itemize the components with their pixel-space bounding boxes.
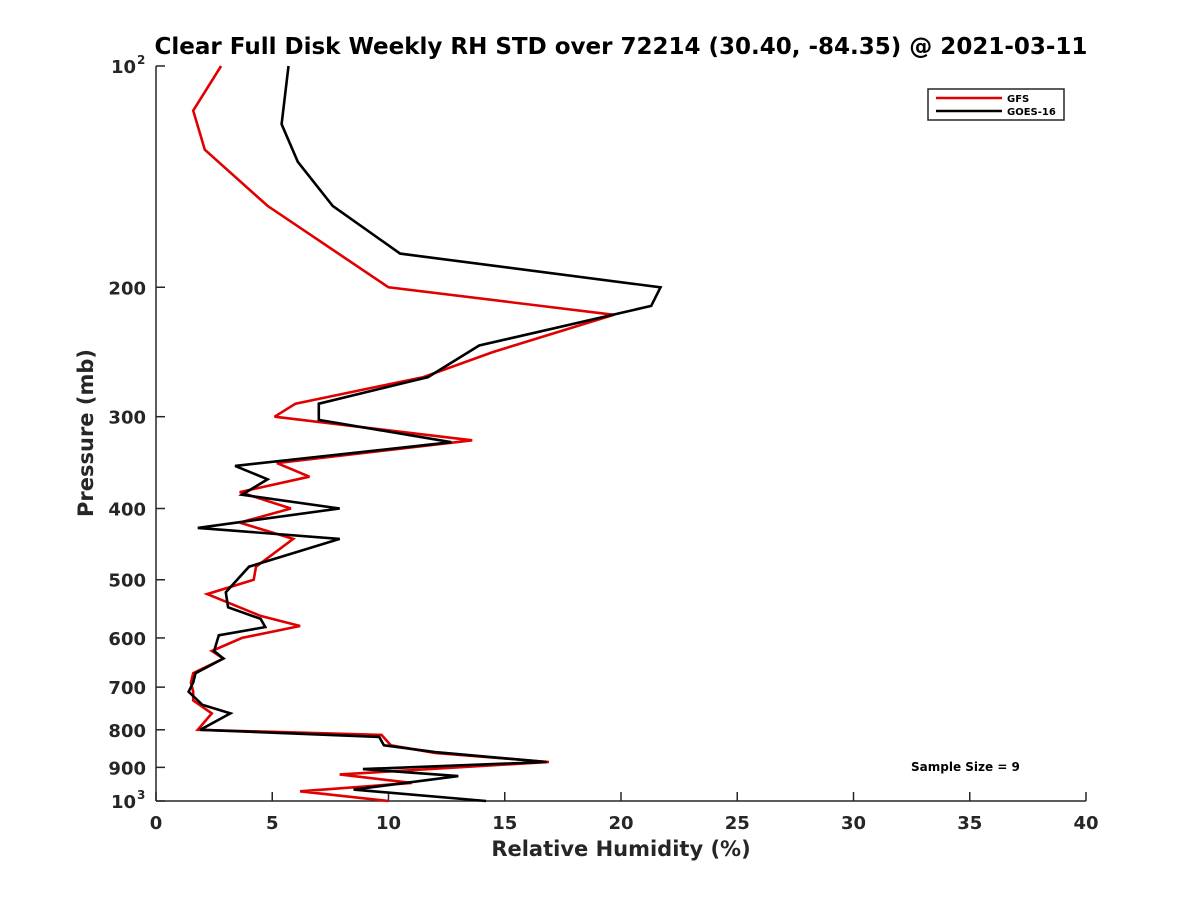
y-axis-label: Pressure (mb) — [74, 349, 98, 517]
series-layer — [187, 65, 663, 803]
x-axis-ticks: 0 5 10 15 20 25 30 35 40 — [150, 792, 1099, 834]
y-tick-label: 400 — [108, 500, 146, 521]
series-line-gfs — [189, 65, 615, 803]
y-tick-label: 600 — [108, 629, 146, 650]
x-tick-label: 40 — [1073, 813, 1098, 834]
legend: GFS GOES-16 — [927, 88, 1065, 121]
x-tick-label: 10 — [376, 813, 401, 834]
y-tick-label: 800 — [108, 721, 146, 742]
chart-title: Clear Full Disk Weekly RH STD over 72214… — [155, 34, 1088, 60]
x-axis-label: Relative Humidity (%) — [491, 837, 750, 861]
sample-size-annotation: Sample Size = 9 — [911, 760, 1020, 774]
y-tick-label: 500 — [108, 571, 146, 592]
x-tick-label: 15 — [492, 813, 517, 834]
x-tick-label: 20 — [608, 813, 633, 834]
y-tick-exponent: 3 — [137, 788, 145, 802]
y-tick-label: 10 — [111, 57, 136, 78]
y-tick-label: 700 — [108, 678, 146, 699]
x-tick-label: 35 — [957, 813, 982, 834]
legend-label-gfs: GFS — [1007, 94, 1029, 105]
x-tick-label: 0 — [150, 813, 163, 834]
y-tick-exponent: 2 — [137, 53, 145, 67]
y-tick-label: 10 — [111, 792, 136, 813]
y-tick-label: 300 — [108, 408, 146, 429]
y-tick-label: 200 — [108, 278, 146, 299]
y-tick-label: 900 — [108, 758, 146, 779]
x-tick-label: 5 — [266, 813, 279, 834]
x-tick-label: 25 — [725, 813, 750, 834]
legend-box — [927, 88, 1065, 121]
legend-label-goes16: GOES-16 — [1007, 107, 1056, 118]
plot-area — [155, 66, 1086, 802]
series-line-goes-16 — [187, 65, 663, 803]
x-tick-label: 30 — [841, 813, 866, 834]
